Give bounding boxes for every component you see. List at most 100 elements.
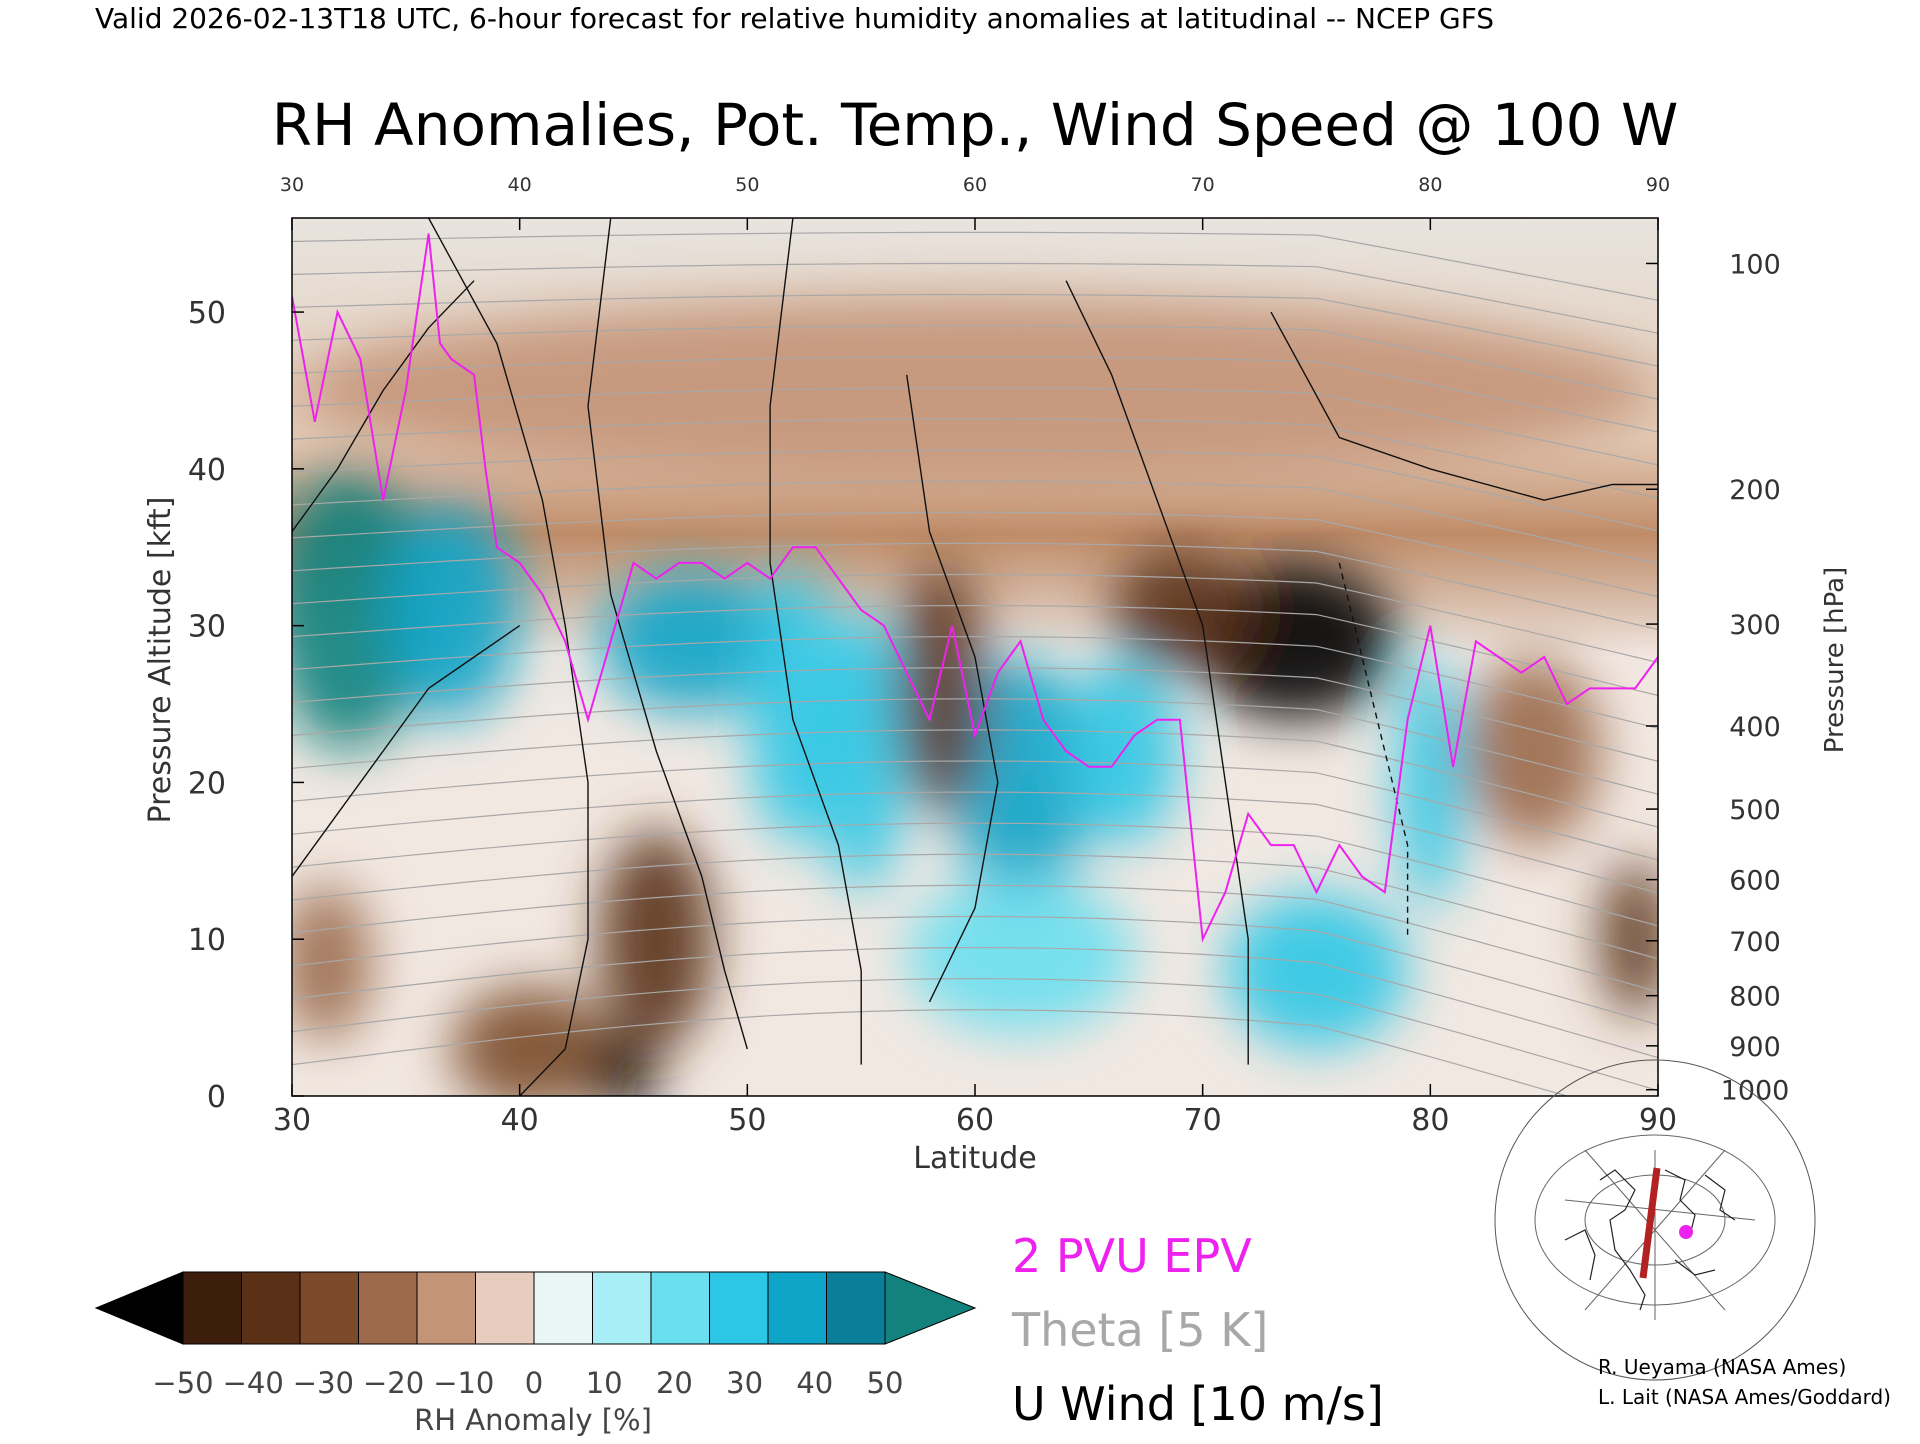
legend-u-wind: U Wind [10 m/s]: [1012, 1377, 1384, 1431]
colorbar-cell-8: [650, 1271, 710, 1345]
colorbar-cell-5: [475, 1271, 535, 1345]
rh-blob-6: [599, 570, 782, 712]
theta-contour-16: [292, 511, 1658, 598]
colorbar-tick-8: 30: [726, 1366, 763, 1400]
y-tick-label-50: 50: [188, 296, 226, 331]
y-axis-label: Pressure Altitude [kft]: [143, 497, 178, 824]
u-wind-contours: [292, 218, 1658, 1096]
theta-contour-15: [292, 542, 1658, 631]
x-tick-label-50: 50: [728, 1103, 766, 1138]
p-tick-label-900: 900: [1729, 1032, 1781, 1063]
x-top-tick-label-60: 60: [963, 174, 987, 196]
theta-contour-6: [292, 822, 1658, 927]
rh-blob-19: [292, 296, 1658, 485]
theta-contour-13: [292, 604, 1658, 696]
p-tick-label-500: 500: [1729, 795, 1781, 826]
x-tick-label-60: 60: [956, 1103, 994, 1138]
theta-contour-23: [292, 294, 1658, 367]
theta-contour-11: [292, 667, 1658, 762]
y-axis-label-right: Pressure [hPa]: [1820, 567, 1850, 754]
colorbar: −50 −40 −30 −20 −10 0 10 20 30 40 50: [94, 1271, 977, 1400]
colorbar-max-arrow: [884, 1271, 977, 1345]
x-tick-label-70: 70: [1184, 1103, 1222, 1138]
theta-contour-10: [292, 698, 1658, 795]
y-tick-label-0: 0: [207, 1080, 226, 1115]
wind-contour-0: [427, 218, 589, 1096]
x-top-tick-label-50: 50: [735, 174, 759, 196]
colorbar-tick-3: −20: [363, 1366, 424, 1400]
rh-blob-14: [895, 562, 987, 814]
rh-blob-8: [815, 609, 907, 893]
p-tick-label-600: 600: [1729, 866, 1781, 897]
x-top-tick-label-90: 90: [1646, 174, 1670, 196]
x-top-tick-label-30: 30: [280, 174, 304, 196]
theta-contour-0: [292, 1009, 1658, 1096]
legend-epv: 2 PVU EPV: [1012, 1229, 1252, 1283]
theta-contour-12: [292, 635, 1658, 729]
colorbar-cell-3: [358, 1271, 418, 1345]
theta-contour-24: [292, 262, 1658, 334]
theta-contour-2: [292, 947, 1658, 1059]
y-tick-label-20: 20: [188, 766, 226, 801]
rh-blob-18: [1601, 860, 1658, 1018]
x-axis-label: Latitude: [913, 1141, 1036, 1176]
x-tick-label-40: 40: [501, 1103, 539, 1138]
wind-contour-2: [769, 218, 862, 1065]
wind-contour-7: [292, 625, 521, 877]
theta-contour-5: [292, 853, 1658, 960]
theta-contour-4: [292, 884, 1658, 993]
theta-contour-19: [292, 418, 1658, 499]
overlay-legend: 2 PVU EPV Theta [5 K] U Wind [10 m/s]: [1011, 1229, 1384, 1431]
theta-contour-18: [292, 449, 1658, 532]
map-coastlines: [1564, 1169, 1736, 1311]
wind-contour-3: [906, 374, 999, 1003]
rh-blob-7: [747, 562, 839, 846]
theta-contour-25: [292, 231, 1658, 301]
credit-line-1: R. Ueyama (NASA Ames): [1598, 1355, 1846, 1379]
rh-blob-15: [1225, 892, 1408, 1049]
theta-contour-22: [292, 325, 1658, 400]
colorbar-tick-9: 40: [796, 1366, 833, 1400]
wind-contour-5: [1338, 562, 1409, 940]
colorbar-tick-1: −40: [223, 1366, 284, 1400]
wind-contour-8: [292, 280, 475, 533]
cross-section-line: [1639, 1167, 1661, 1279]
colorbar-cell-4: [416, 1271, 476, 1345]
theta-contours: [292, 231, 1658, 1096]
x-tick-label-90: 90: [1639, 1103, 1677, 1138]
x-top-tick-label-40: 40: [508, 174, 532, 196]
p-tick-label-100: 100: [1729, 249, 1781, 280]
theta-contour-7: [292, 791, 1658, 894]
colorbar-cell-6: [533, 1271, 593, 1345]
chart-title: RH Anomalies, Pot. Temp., Wind Speed @ 1…: [272, 91, 1679, 159]
colorbar-tick-6: 10: [586, 1366, 623, 1400]
rh-blob-5: [599, 829, 714, 1049]
p-tick-label-1000: 1000: [1721, 1076, 1790, 1107]
y-axis-left: 0 10 20 30 40 50: [188, 296, 304, 1115]
rh-blob-0: [292, 468, 429, 752]
colorbar-cell-2: [299, 1271, 359, 1345]
theta-contour-1: [292, 978, 1658, 1092]
theta-contour-20: [292, 387, 1658, 466]
colorbar-cell-9: [709, 1271, 769, 1345]
x-axis-top: 30 40 50 60 70 80 90: [280, 174, 1670, 230]
p-tick-label-700: 700: [1729, 927, 1781, 958]
theta-contour-3: [292, 915, 1658, 1026]
legend-theta: Theta [5 K]: [1011, 1303, 1268, 1357]
valid-time-line: Valid 2026-02-13T18 UTC, 6-hour forecast…: [95, 2, 1494, 35]
y-tick-label-10: 10: [188, 923, 226, 958]
colorbar-tick-5: 0: [525, 1366, 543, 1400]
rh-blob-1: [383, 500, 520, 720]
rh-blob-16: [1396, 657, 1465, 908]
colorbar-cell-11: [826, 1271, 886, 1345]
x-axis-bottom: 30 40 50 60 70 80 90: [273, 1084, 1677, 1138]
wind-contour-4: [1065, 280, 1249, 1065]
wind-contour-6: [1270, 311, 1658, 501]
map-highlight-marker: [1679, 1225, 1693, 1239]
x-tick-label-80: 80: [1411, 1103, 1449, 1138]
epv-2pvu-contour: [292, 233, 1658, 943]
colorbar-tick-4: −10: [433, 1366, 494, 1400]
x-top-tick-label-80: 80: [1418, 174, 1442, 196]
